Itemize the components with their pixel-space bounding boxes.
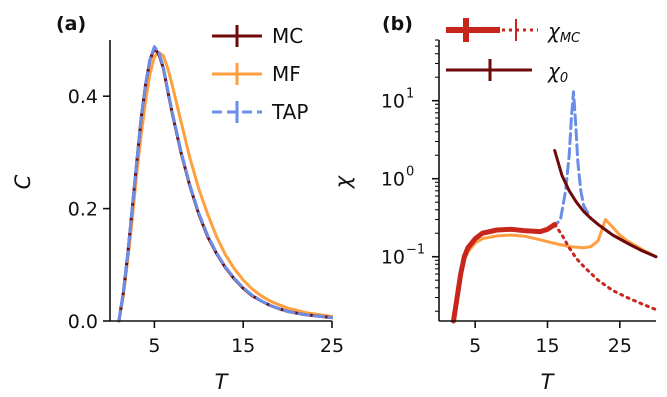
panel-a-series-tap-line (117, 45, 333, 323)
panel-b-x-label: T (541, 370, 556, 394)
panel-a-series (117, 45, 333, 323)
panel-b-y-tick-exponent: 1 (406, 87, 414, 102)
panel-a-x-tick-label: 25 (320, 335, 344, 357)
legend-label-chi-mc: χMC (547, 19, 581, 46)
panel-a-y-tick-label: 0.4 (68, 86, 98, 108)
panel-a-y-tick-label: 0.0 (68, 311, 98, 333)
panel-b-y-tick-exponent: 0 (406, 165, 414, 180)
panel-a-ticks: 5 15 25 0.0 0.2 0.4 (68, 86, 344, 357)
legend-item-chi-0: χ0 (446, 59, 568, 86)
panel-b-legend: χMC χ0 (446, 18, 581, 86)
panel-a-legend: MC MF TAP (212, 24, 308, 124)
legend-label-chi-0-sub: 0 (560, 71, 568, 86)
legend-label-chi-0: χ0 (547, 59, 568, 86)
panel-b-series-4-line (553, 222, 658, 312)
panel-b-x-tick-label: 25 (608, 335, 632, 357)
panel-b-y-tick-label: 10 (381, 247, 405, 269)
panel-b-x-tick-label: 15 (535, 335, 559, 357)
panel-a-x-tick-label: 15 (231, 335, 255, 357)
legend-label-mc: MC (272, 24, 303, 48)
panel-b-series-3-line (451, 221, 558, 324)
panel-a-x-tick-label: 5 (148, 335, 160, 357)
panel-a: (a) 5 15 25 0.0 0.2 0.4 T C MC MF TAP (11, 13, 344, 394)
legend-item-mf: MF (212, 62, 301, 86)
panel-b-y-tick-exponent: −1 (406, 243, 425, 258)
panel-b-y-label: χ (331, 174, 355, 189)
panel-b-y-tick-label: 10 (381, 91, 405, 113)
panel-a-x-label: T (215, 370, 230, 394)
panel-a-y-label: C (11, 174, 35, 189)
panel-a-series-mc-line (117, 46, 333, 323)
legend-item-tap: TAP (212, 100, 308, 124)
panel-b-series-2-line (452, 90, 658, 323)
panel-a-series-mf-line (117, 50, 333, 323)
panel-b-label: (b) (382, 13, 413, 35)
panel-b-x-tick-label: 5 (469, 335, 481, 357)
legend-label-chi-0-main: χ (547, 59, 561, 83)
panel-b-series-0-line (553, 149, 658, 259)
legend-label-mf: MF (272, 62, 301, 86)
legend-label-chi-mc-main: χ (547, 19, 561, 43)
panel-b-series (451, 90, 658, 324)
panel-a-label: (a) (56, 13, 86, 35)
legend-item-mc: MC (212, 24, 303, 48)
legend-label-chi-mc-sub: MC (560, 31, 581, 46)
panel-a-y-tick-label: 0.2 (68, 199, 98, 221)
legend-label-tap: TAP (271, 100, 308, 124)
panel-b-y-tick-label: 10 (381, 169, 405, 191)
legend-item-chi-mc: χMC (446, 18, 581, 46)
